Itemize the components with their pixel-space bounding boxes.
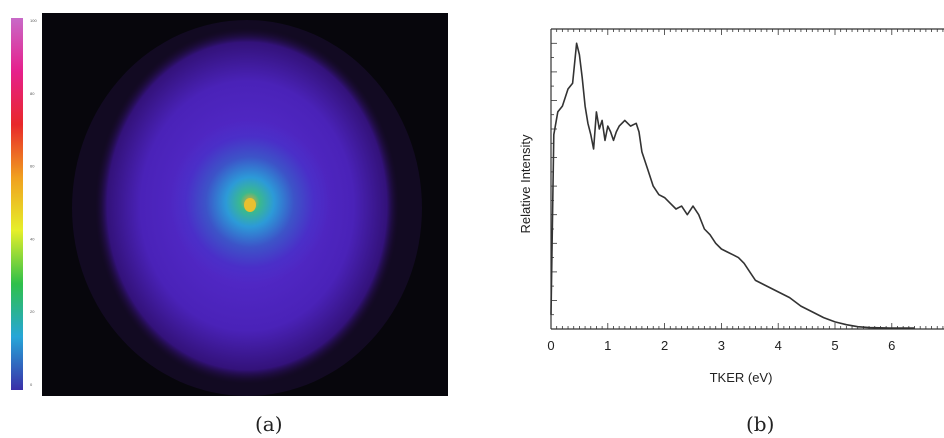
- x-tick-label: 1: [604, 338, 611, 353]
- colorbar: 100 80 60 40 20 0: [11, 18, 37, 390]
- plot-frame: [550, 28, 944, 330]
- colorbar-tick-label: 80: [30, 91, 35, 96]
- x-tick-label: 5: [831, 338, 838, 353]
- colorbar-tick-label: 40: [30, 236, 35, 241]
- colorbar-tick-label: 100: [30, 18, 37, 23]
- tker-chart: 0 1 2 3 4 5 6 TKER (eV) Relative Intensity: [518, 28, 944, 385]
- colorbar-ticks: 100 80 60 40 20 0: [30, 18, 37, 387]
- colorbar-tick-label: 0: [30, 382, 33, 387]
- x-tick-label: 6: [888, 338, 895, 353]
- caption-a: (a): [255, 412, 283, 436]
- series-line: [550, 42, 915, 329]
- x-tick-label: 0: [547, 338, 554, 353]
- x-tick-labels: 0 1 2 3 4 5 6: [547, 338, 895, 353]
- colorbar-tick-label: 20: [30, 309, 35, 314]
- y-axis-label: Relative Intensity: [518, 134, 533, 233]
- colorbar-strip: [11, 18, 23, 390]
- colorbar-tick-label: 60: [30, 164, 35, 169]
- x-tick-label: 2: [661, 338, 668, 353]
- x-axis-ticks: [550, 29, 944, 329]
- x-tick-label: 4: [775, 338, 782, 353]
- x-axis-label: TKER (eV): [710, 370, 773, 385]
- image-hotspot: [244, 198, 256, 212]
- caption-b: (b): [746, 412, 774, 436]
- x-tick-label: 3: [718, 338, 725, 353]
- velocity-map-image: [42, 13, 448, 396]
